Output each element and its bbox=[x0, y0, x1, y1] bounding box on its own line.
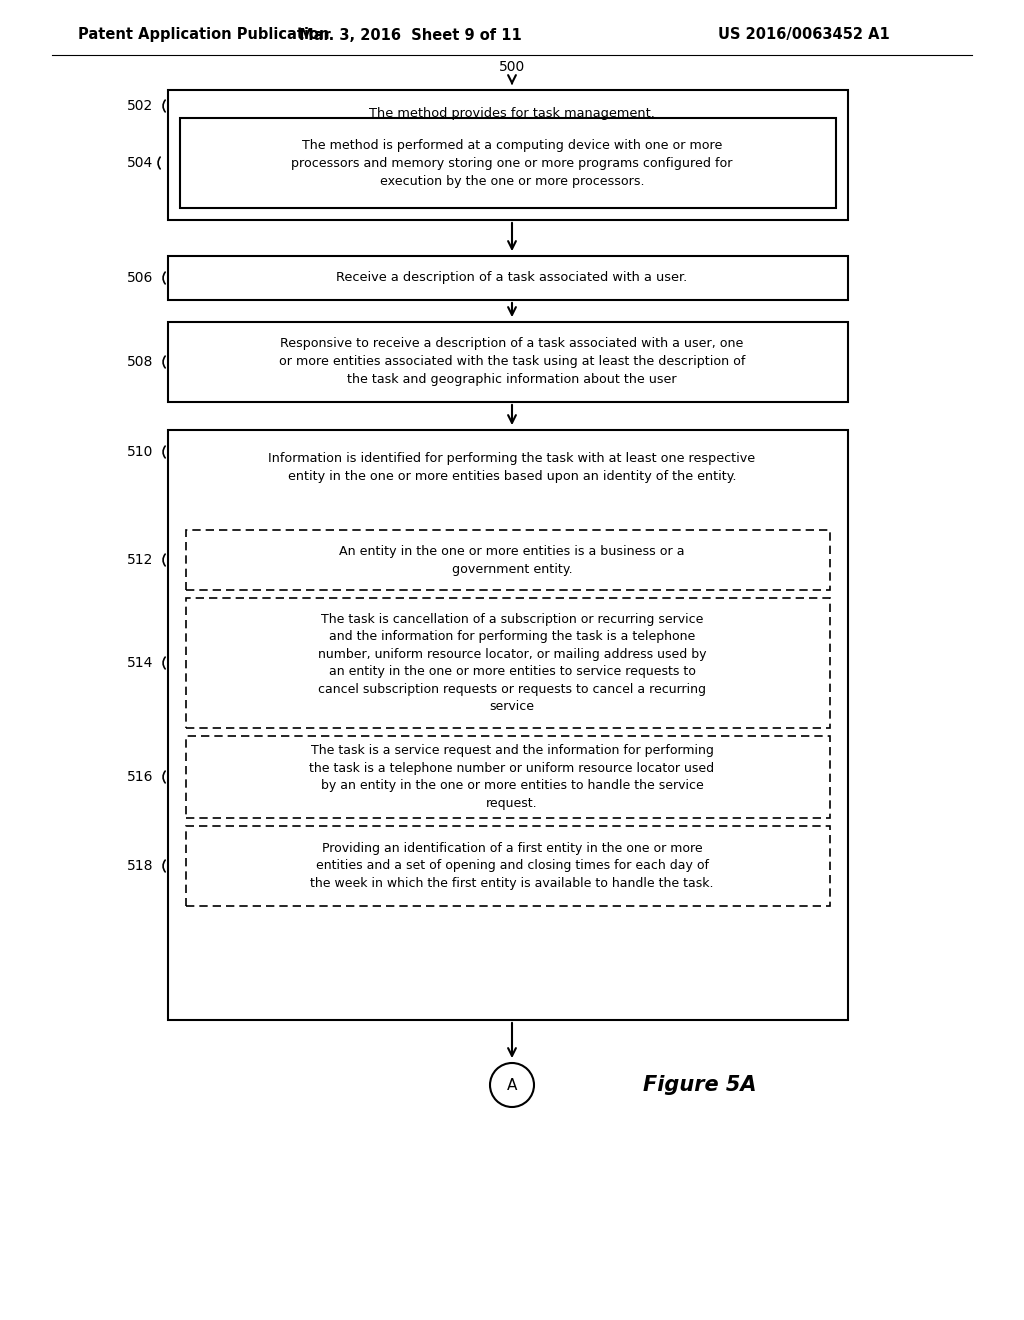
Text: 500: 500 bbox=[499, 59, 525, 74]
Text: The task is cancellation of a subscription or recurring service
and the informat: The task is cancellation of a subscripti… bbox=[317, 612, 707, 713]
Bar bbox=[168, 256, 848, 300]
Text: The method provides for task management.: The method provides for task management. bbox=[369, 107, 655, 120]
Text: 514: 514 bbox=[127, 656, 153, 671]
Text: The method is performed at a computing device with one or more
processors and me: The method is performed at a computing d… bbox=[291, 139, 733, 187]
Text: 510: 510 bbox=[127, 445, 153, 459]
Bar bbox=[168, 322, 848, 403]
Bar bbox=[186, 826, 830, 906]
Bar bbox=[168, 90, 848, 220]
Text: Patent Application Publication: Patent Application Publication bbox=[78, 28, 330, 42]
Bar bbox=[186, 531, 830, 590]
Text: 518: 518 bbox=[127, 859, 153, 873]
Circle shape bbox=[490, 1063, 534, 1107]
Bar bbox=[180, 117, 836, 209]
Bar bbox=[186, 598, 830, 729]
Text: 504: 504 bbox=[127, 156, 153, 170]
Text: The task is a service request and the information for performing
the task is a t: The task is a service request and the in… bbox=[309, 744, 715, 809]
Text: 512: 512 bbox=[127, 553, 153, 568]
Text: 508: 508 bbox=[127, 355, 153, 370]
Bar bbox=[186, 737, 830, 818]
Text: Providing an identification of a first entity in the one or more
entities and a : Providing an identification of a first e… bbox=[310, 842, 714, 890]
Text: An entity in the one or more entities is a business or a
government entity.: An entity in the one or more entities is… bbox=[339, 544, 685, 576]
Text: 502: 502 bbox=[127, 99, 153, 114]
Text: Receive a description of a task associated with a user.: Receive a description of a task associat… bbox=[336, 272, 688, 285]
Text: Mar. 3, 2016  Sheet 9 of 11: Mar. 3, 2016 Sheet 9 of 11 bbox=[299, 28, 521, 42]
Text: Figure 5A: Figure 5A bbox=[643, 1074, 757, 1096]
Text: 506: 506 bbox=[127, 271, 153, 285]
Text: Responsive to receive a description of a task associated with a user, one
or mor: Responsive to receive a description of a… bbox=[279, 338, 745, 387]
Text: 516: 516 bbox=[127, 770, 153, 784]
Text: Information is identified for performing the task with at least one respective
e: Information is identified for performing… bbox=[268, 451, 756, 483]
Text: US 2016/0063452 A1: US 2016/0063452 A1 bbox=[718, 28, 890, 42]
Bar bbox=[168, 430, 848, 1020]
Text: A: A bbox=[507, 1077, 517, 1093]
